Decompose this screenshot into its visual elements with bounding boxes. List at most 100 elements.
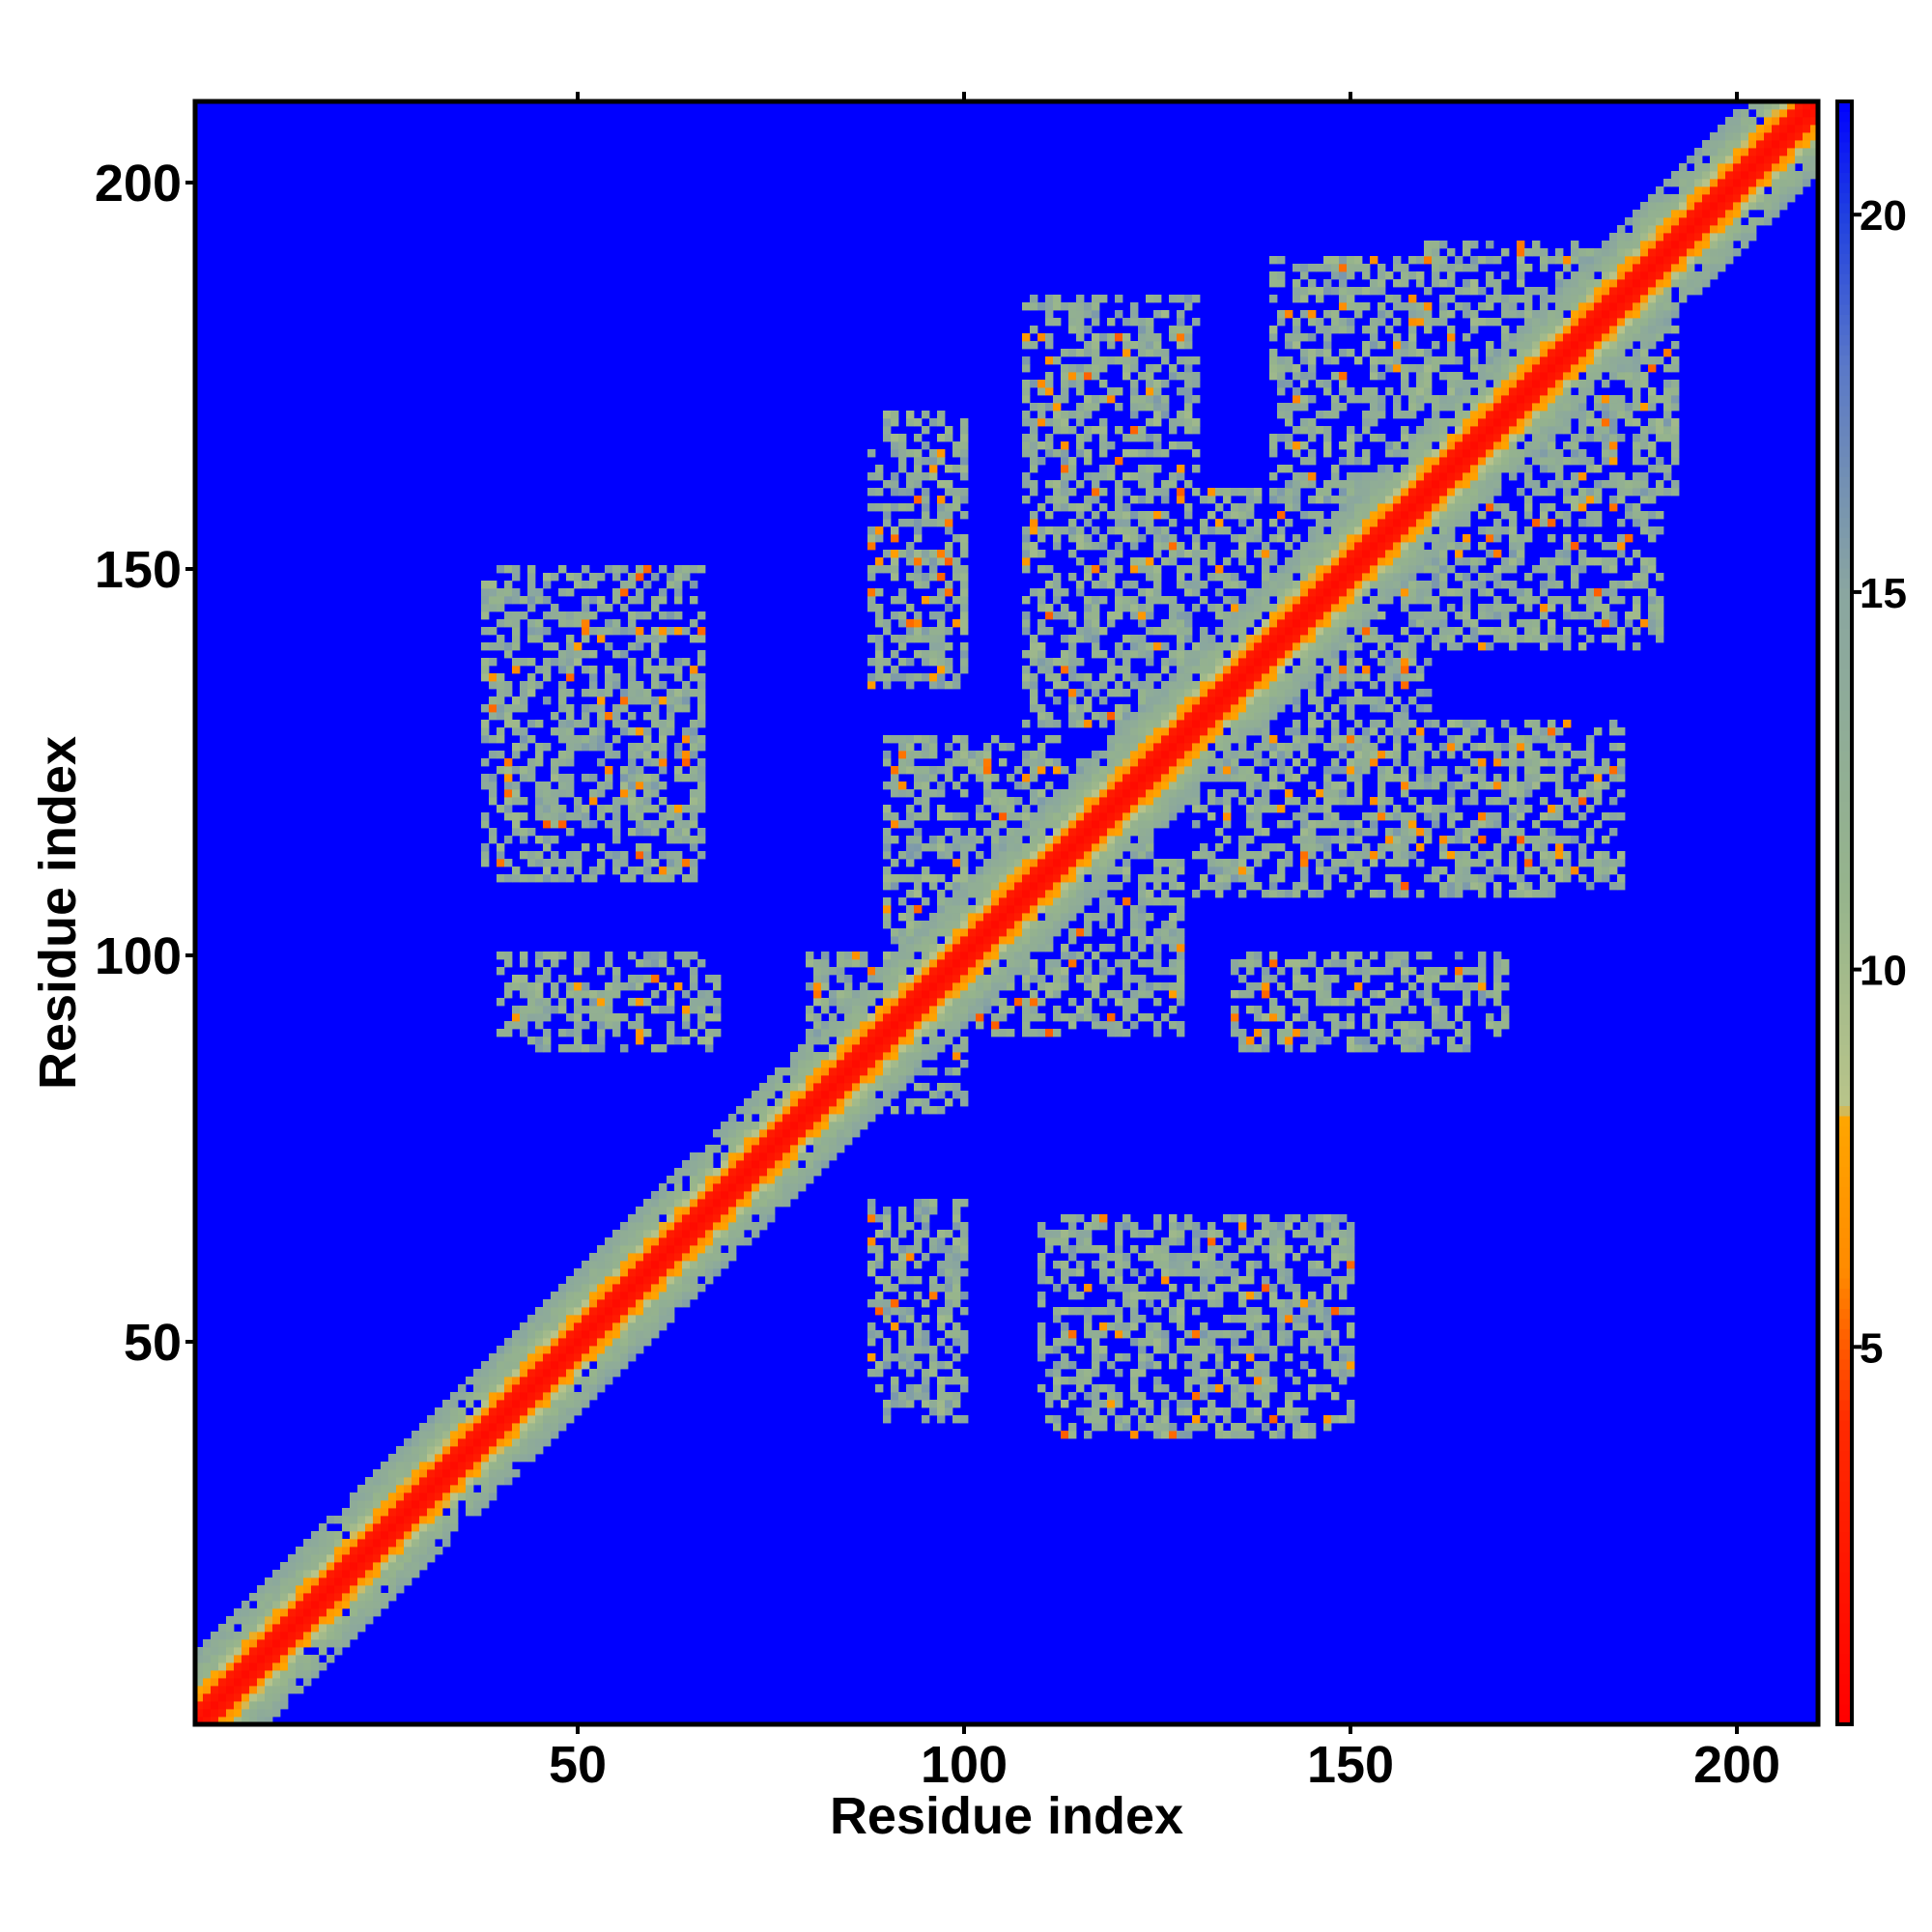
heatmap-cell [566,1013,575,1022]
heatmap-cell [674,581,683,589]
heatmap-cell [883,781,892,790]
heatmap-cell [759,1152,768,1161]
heatmap-cell [311,1632,320,1640]
heatmap-cell [667,720,675,728]
heatmap-cell [597,1369,606,1378]
heatmap-cell [937,952,946,960]
heatmap-cell [1138,403,1147,412]
heatmap-cell [1099,534,1108,543]
heatmap-cell [636,998,644,1007]
heatmap-cell [1115,333,1123,342]
heatmap-cell [628,619,637,628]
heatmap-cell [520,975,528,983]
heatmap-cell [582,1353,590,1362]
heatmap-cell [852,1129,861,1138]
heatmap-cell [1007,936,1015,945]
heatmap-cell [272,1701,281,1710]
heatmap-cell [280,1678,289,1687]
heatmap-cell [643,828,652,837]
heatmap-cell [489,1384,497,1393]
heatmap-cell [1068,503,1077,512]
heatmap-cell [667,1207,675,1215]
heatmap-cell [1146,851,1154,860]
heatmap-cell [1161,921,1170,929]
heatmap-cell [1122,673,1131,682]
heatmap-cell [829,1044,838,1053]
heatmap-cell [1115,797,1123,806]
heatmap-cell [527,774,536,782]
heatmap-cell [860,1052,868,1061]
heatmap-cell [636,1261,644,1269]
heatmap-cell [296,1547,304,1555]
heatmap-cell [1084,828,1093,837]
heatmap-cell [1092,1392,1100,1401]
heatmap-cell [1169,1284,1178,1293]
heatmap-cell [1177,936,1185,945]
heatmap-cell [821,1083,830,1092]
heatmap-cell [597,1330,606,1339]
heatmap-cell [1076,890,1085,898]
heatmap-cell [806,1037,814,1045]
heatmap-cell [1169,1315,1178,1323]
heatmap-cell [1076,526,1085,535]
heatmap-cell [558,805,567,813]
heatmap-cell [1138,619,1147,628]
heatmap-cell [976,897,984,906]
heatmap-cell [558,1392,567,1401]
heatmap-cell [898,1230,907,1238]
heatmap-cell [829,1152,838,1161]
heatmap-cell [620,1330,629,1339]
heatmap-cell [883,921,892,929]
heatmap-cell [543,627,552,636]
heatmap-cell [721,1253,729,1262]
heatmap-cell [667,1191,675,1200]
heatmap-cell [605,619,613,628]
heatmap-cell [991,982,1000,991]
heatmap-cell [589,774,598,782]
heatmap-cell [960,611,969,620]
heatmap-cell [458,1492,467,1501]
heatmap-cell [752,1230,760,1238]
heatmap-cell [357,1601,366,1609]
heatmap-cell [265,1655,273,1663]
heatmap-cell [898,936,907,945]
heatmap-cell [1153,542,1162,551]
heatmap-cell [1115,1423,1123,1432]
heatmap-cell [412,1531,420,1540]
heatmap-cell [1177,1307,1185,1316]
heatmap-cell [752,1129,760,1138]
heatmap-cell [991,882,1000,891]
heatmap-cell [373,1477,382,1486]
heatmap-cell [311,1531,320,1540]
heatmap-cell [628,874,637,883]
heatmap-cell [597,1307,606,1316]
heatmap-cell [952,573,961,582]
heatmap-cell [311,1662,320,1671]
heatmap-cell [1076,1307,1085,1316]
heatmap-cell [1115,511,1123,520]
heatmap-cell [922,1392,930,1401]
heatmap-cell [1177,1299,1185,1308]
heatmap-cell [497,588,505,597]
heatmap-cell [643,696,652,705]
heatmap-cell [659,982,668,991]
heatmap-cell [551,789,559,798]
heatmap-cell [249,1616,258,1625]
heatmap-cell [1146,758,1154,767]
heatmap-cell [551,952,559,960]
heatmap-cell [427,1492,436,1501]
heatmap-cell [875,1361,884,1370]
heatmap-cell [373,1570,382,1578]
heatmap-cell [1045,333,1054,342]
heatmap-cell [450,1516,459,1524]
heatmap-cell [1053,882,1062,891]
heatmap-cell [674,1268,683,1277]
heatmap-cell [1146,1423,1154,1432]
heatmap-cell [960,457,969,466]
heatmap-cell [1061,349,1069,357]
heatmap-cell [960,496,969,504]
heatmap-cell [1076,310,1085,319]
heatmap-cell [535,797,544,806]
heatmap-cell [813,967,822,976]
heatmap-cell [574,859,582,867]
